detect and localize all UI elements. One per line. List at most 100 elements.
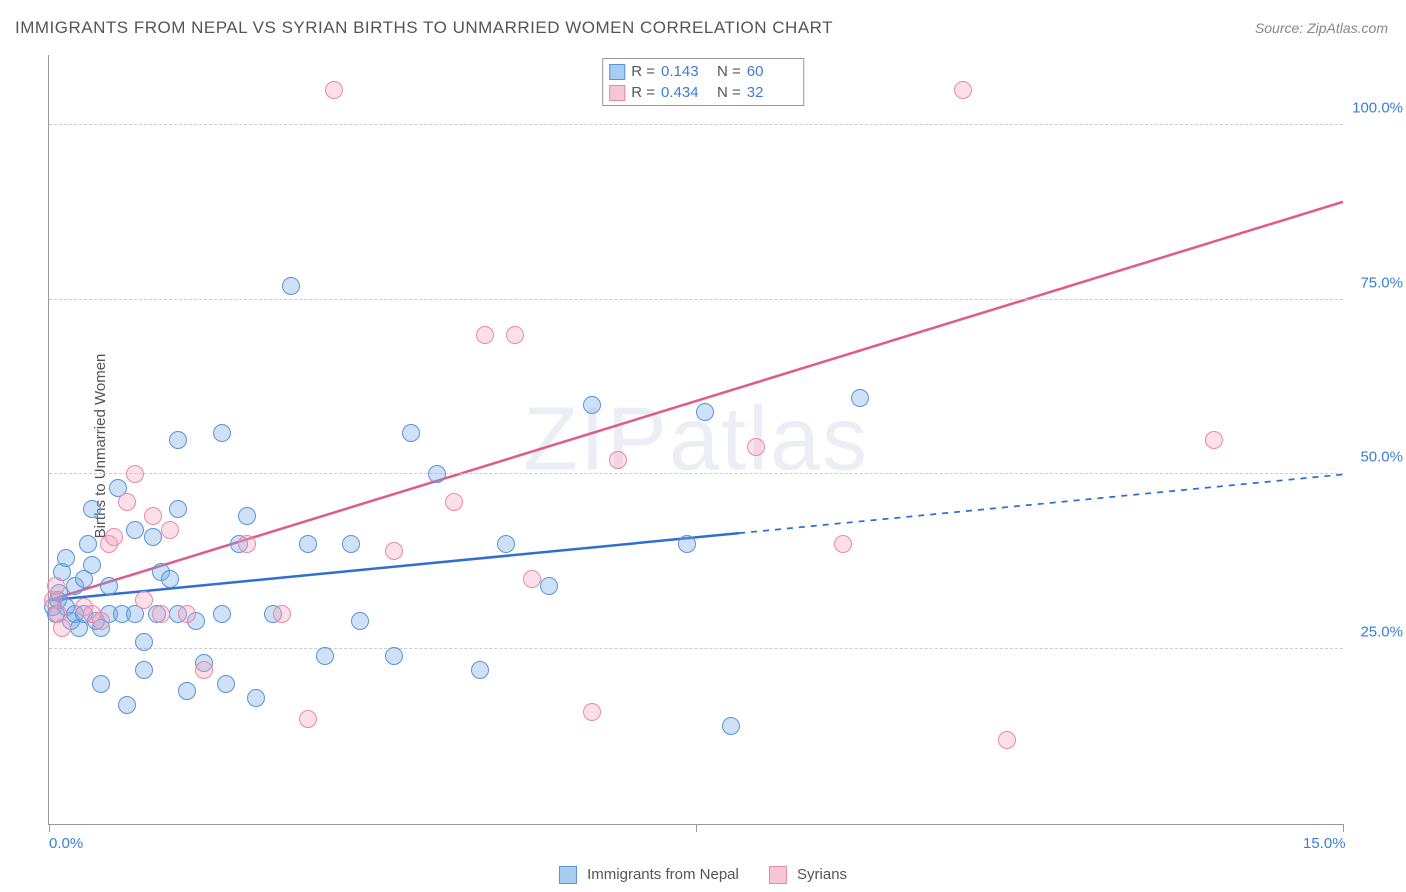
data-point [540, 577, 558, 595]
data-point [385, 542, 403, 560]
data-point [747, 438, 765, 456]
y-tick-label: 50.0% [1360, 449, 1403, 466]
y-tick-label: 100.0% [1352, 99, 1403, 116]
data-point [135, 633, 153, 651]
data-point [57, 549, 75, 567]
data-point [471, 661, 489, 679]
data-point [152, 605, 170, 623]
data-point [195, 661, 213, 679]
data-point [217, 675, 235, 693]
data-point [342, 535, 360, 553]
data-point [169, 500, 187, 518]
r-value-nepal: 0.143 [661, 61, 711, 82]
r-value-syrians: 0.434 [661, 82, 711, 103]
data-point [851, 389, 869, 407]
n-value-syrians: 32 [747, 82, 797, 103]
data-point [506, 326, 524, 344]
y-tick-label: 75.0% [1360, 274, 1403, 291]
data-point [161, 521, 179, 539]
x-tick [49, 824, 50, 832]
data-point [238, 535, 256, 553]
data-point [178, 605, 196, 623]
x-tick [696, 824, 697, 832]
data-point [351, 612, 369, 630]
data-point [92, 612, 110, 630]
data-point [834, 535, 852, 553]
data-point [53, 619, 71, 637]
data-point [428, 465, 446, 483]
data-point [476, 326, 494, 344]
data-point [161, 570, 179, 588]
data-point [213, 605, 231, 623]
data-point [135, 591, 153, 609]
x-tick-label: 0.0% [49, 835, 83, 852]
n-label: N = [717, 61, 741, 82]
data-point [523, 570, 541, 588]
n-value-nepal: 60 [747, 61, 797, 82]
x-tick-label: 15.0% [1303, 835, 1346, 852]
data-point [696, 403, 714, 421]
data-point [445, 493, 463, 511]
data-point [583, 703, 601, 721]
plot-area: ZIPatlas 25.0%50.0%75.0%100.0%0.0%15.0% [48, 55, 1343, 825]
swatch-nepal-icon [559, 866, 577, 884]
data-point [282, 277, 300, 295]
swatch-nepal [609, 64, 625, 80]
series-legend: Immigrants from Nepal Syrians [559, 866, 847, 884]
data-point [583, 396, 601, 414]
data-point [126, 465, 144, 483]
swatch-syrians [609, 85, 625, 101]
legend-row-nepal: R = 0.143 N = 60 [609, 61, 797, 82]
data-point [316, 647, 334, 665]
watermark: ZIPatlas [523, 388, 869, 491]
data-point [47, 577, 65, 595]
data-point [1205, 431, 1223, 449]
chart-title: IMMIGRANTS FROM NEPAL VS SYRIAN BIRTHS T… [15, 18, 833, 38]
x-tick [1343, 824, 1344, 832]
data-point [92, 675, 110, 693]
source-attribution: Source: ZipAtlas.com [1255, 20, 1388, 36]
y-tick-label: 25.0% [1360, 624, 1403, 641]
data-point [678, 535, 696, 553]
data-point [135, 661, 153, 679]
data-point [299, 710, 317, 728]
gridline [49, 473, 1343, 474]
data-point [497, 535, 515, 553]
data-point [213, 424, 231, 442]
data-point [144, 507, 162, 525]
data-point [722, 717, 740, 735]
gridline [49, 299, 1343, 300]
data-point [273, 605, 291, 623]
data-point [126, 521, 144, 539]
trend-lines [49, 55, 1343, 824]
r-label: R = [631, 82, 655, 103]
data-point [998, 731, 1016, 749]
data-point [178, 682, 196, 700]
data-point [385, 647, 403, 665]
data-point [83, 556, 101, 574]
data-point [100, 577, 118, 595]
data-point [105, 528, 123, 546]
data-point [118, 696, 136, 714]
data-point [325, 81, 343, 99]
data-point [144, 528, 162, 546]
chart-container: IMMIGRANTS FROM NEPAL VS SYRIAN BIRTHS T… [0, 0, 1406, 892]
data-point [299, 535, 317, 553]
data-point [83, 500, 101, 518]
data-point [954, 81, 972, 99]
data-point [79, 535, 97, 553]
legend-item-syrians: Syrians [769, 866, 847, 884]
data-point [118, 493, 136, 511]
legend-item-nepal: Immigrants from Nepal [559, 866, 739, 884]
swatch-syrians-icon [769, 866, 787, 884]
legend-label-syrians: Syrians [797, 866, 847, 883]
data-point [247, 689, 265, 707]
n-label: N = [717, 82, 741, 103]
correlation-legend: R = 0.143 N = 60 R = 0.434 N = 32 [602, 58, 804, 106]
legend-label-nepal: Immigrants from Nepal [587, 866, 739, 883]
gridline [49, 648, 1343, 649]
data-point [402, 424, 420, 442]
r-label: R = [631, 61, 655, 82]
data-point [238, 507, 256, 525]
data-point [609, 451, 627, 469]
